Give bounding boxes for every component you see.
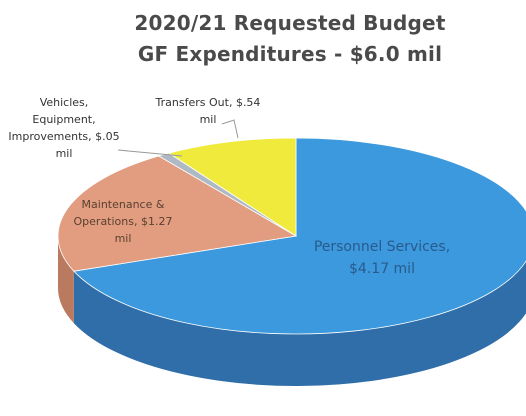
label-transfers: Transfers Out, $.54 mil xyxy=(155,96,261,126)
chart-title: 2020/21 Requested Budget xyxy=(134,11,446,35)
pie-side-maintenance xyxy=(58,236,74,324)
label-personnel: Personnel Services, $4.17 mil xyxy=(313,239,451,277)
leader-line-transfers xyxy=(221,119,239,139)
pie-slices-group xyxy=(57,137,526,335)
chart-subtitle: GF Expenditures - $6.0 mil xyxy=(137,42,443,66)
pie-slice-transfers xyxy=(168,137,297,237)
label-maintenance: Maintenance & Operations, $1.27 mil xyxy=(73,198,173,245)
label-vehicles: Vehicles, Equipment, Improvements, $.05 … xyxy=(8,96,120,160)
pie-side-personnel xyxy=(73,261,526,386)
leader-line-vehicles xyxy=(117,149,183,157)
pie-slice-maintenance xyxy=(57,155,298,272)
pie-slice-personnel xyxy=(73,137,526,335)
pie-depth-group xyxy=(58,236,526,386)
